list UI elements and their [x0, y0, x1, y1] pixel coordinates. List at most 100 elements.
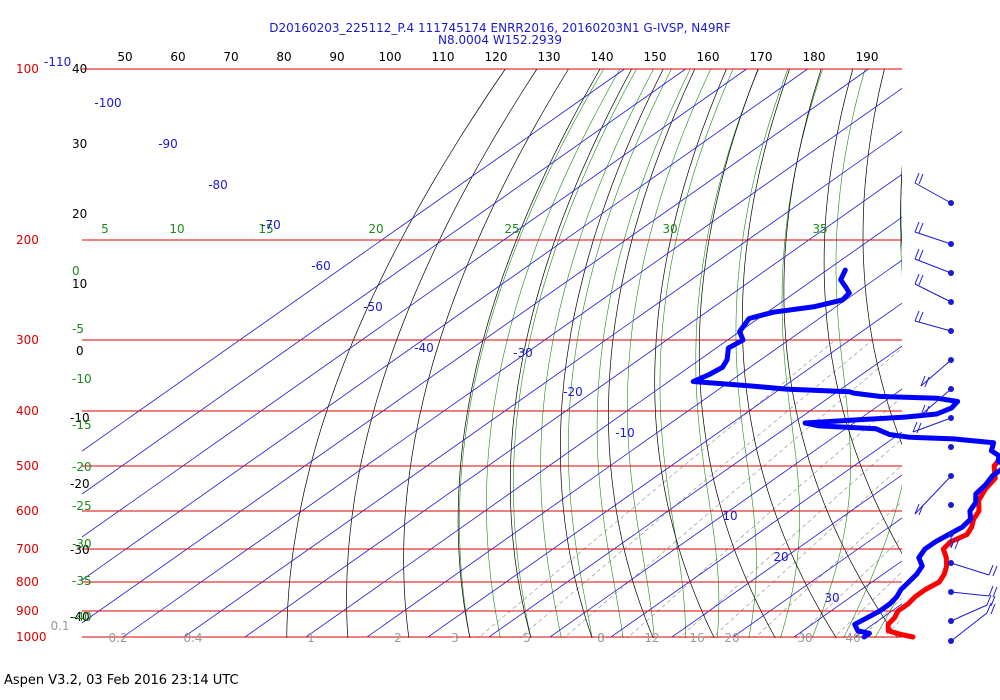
isotherm-label: 20: [773, 550, 788, 564]
pressure-tick-label: 400: [16, 404, 39, 418]
height-label: 20: [72, 207, 87, 221]
pressure-tick-label: 300: [16, 333, 39, 347]
height-label: -30: [70, 543, 90, 557]
wind-barb-flag: [992, 586, 998, 598]
moist-adiabat-line: [929, 69, 1000, 649]
isotherm-line: [305, 216, 902, 638]
dry-adiabat-line: [862, 68, 902, 446]
height-label: -20: [70, 477, 90, 491]
mixing-ratio-line: [795, 537, 902, 638]
pressure-tick-label: 700: [16, 542, 39, 556]
top-left-temp-label: -110: [44, 55, 71, 69]
wind-barb-flag: [988, 585, 994, 597]
dry-adiabat-line: [403, 68, 569, 638]
theta-e-label: 30: [662, 222, 677, 236]
mixing-ratio-line: [754, 501, 902, 638]
theta-e-label: 35: [812, 222, 827, 236]
isotherm-label: -40: [414, 341, 434, 355]
wind-barb-flag: [954, 538, 960, 550]
wind-barb-flag: [918, 311, 924, 323]
dry-adiabat-line: [286, 68, 506, 638]
height-label: 30: [72, 137, 87, 151]
isotherm-line: [549, 388, 902, 638]
dry-adiabats: [286, 68, 902, 638]
theta-e-label: 20: [368, 222, 383, 236]
top-temperature-label: 60: [170, 50, 185, 64]
wind-barb-flag: [914, 310, 920, 322]
wind-barb-flag: [912, 421, 918, 433]
wind-barb-flag: [914, 172, 920, 184]
moist-adiabat-label: -25: [72, 499, 92, 513]
isotherm-line: [671, 474, 902, 638]
isotherm-line: [977, 69, 1000, 637]
moist-adiabat-line: [780, 68, 823, 638]
wind-barb-flag: [918, 274, 924, 286]
moist-adiabat-label: -15: [72, 418, 92, 432]
isotherm-line: [82, 68, 808, 581]
mixing-ratio-label: 2: [394, 631, 402, 645]
moist-adiabat-label: 0: [72, 264, 80, 278]
mixing-ratio-line: [711, 464, 902, 638]
isotherm-line: [366, 259, 902, 638]
top-temperature-label: 140: [591, 50, 614, 64]
height-label: 40: [72, 62, 87, 76]
wind-barb-shaft: [914, 475, 952, 515]
moist-adiabat-line: [874, 588, 902, 638]
dry-adiabat-line: [560, 68, 664, 638]
wind-barb-flag: [920, 375, 926, 387]
theta-e-label: 5: [101, 222, 109, 236]
isotherm-line: [488, 345, 902, 638]
pressure-tick-label: 600: [16, 504, 39, 518]
wind-barb-station: [948, 444, 954, 450]
wind-barb-flag: [988, 564, 994, 576]
top-temperature-label: 180: [803, 50, 826, 64]
moist-adiabat-line: [843, 171, 902, 638]
top-temperature-label: 160: [697, 50, 720, 64]
mixing-ratio-line: [832, 571, 902, 638]
top-temperature-label: 130: [538, 50, 561, 64]
pressure-tick-label: 200: [16, 233, 39, 247]
mixing-ratio-label: 0.2: [108, 631, 127, 645]
wind-barb-shaft: [950, 562, 990, 576]
top-temperature-label: 150: [644, 50, 667, 64]
isotherm-line: [427, 302, 902, 638]
height-label: -10: [70, 411, 90, 425]
wind-barb-flag: [990, 603, 996, 615]
mixing-ratio-line: [477, 339, 836, 638]
wind-barb-flag: [920, 404, 926, 416]
isotherm-label: -30: [513, 346, 533, 360]
wind-barb-shaft: [914, 258, 952, 274]
wind-barb-flag: [992, 565, 998, 577]
mixing-ratio-line: [626, 396, 902, 638]
wind-barb-flag: [918, 222, 924, 234]
mixing-ratio-label: 16: [689, 631, 704, 645]
isotherm-line: [183, 130, 902, 638]
dry-adiabat-line: [654, 68, 727, 638]
dry-adiabat-line: [783, 68, 898, 638]
dry-adiabat-line: [698, 68, 776, 638]
wind-barb-flag: [914, 273, 920, 285]
wind-barb-flag: [986, 602, 992, 614]
wind-barb-flag: [918, 249, 924, 261]
wind-barb-shaft: [914, 283, 952, 303]
isotherm-line: [82, 68, 686, 495]
wind-barb-flag: [924, 405, 930, 417]
isotherm-line: [732, 517, 902, 638]
isotherm-line: [854, 603, 902, 638]
top-temperature-label: 80: [276, 50, 291, 64]
dry-adiabat-line: [346, 68, 538, 638]
wind-barb-shaft: [914, 182, 952, 204]
height-label: 10: [72, 277, 87, 291]
wind-barb-flag: [990, 595, 996, 607]
moist-adiabat-label: -40: [72, 610, 92, 624]
wind-barb-flag: [914, 221, 920, 233]
moist-adiabat-line: [459, 68, 605, 638]
sounding-profiles: [690, 267, 1000, 640]
top-temperature-label: 70: [223, 50, 238, 64]
isotherm-line: [916, 69, 1000, 637]
moist-adiabat-label: -35: [72, 574, 92, 588]
isotherm-label: -80: [208, 178, 228, 192]
wind-barb-flag: [914, 503, 920, 515]
pressure-tick-label: 900: [16, 604, 39, 618]
